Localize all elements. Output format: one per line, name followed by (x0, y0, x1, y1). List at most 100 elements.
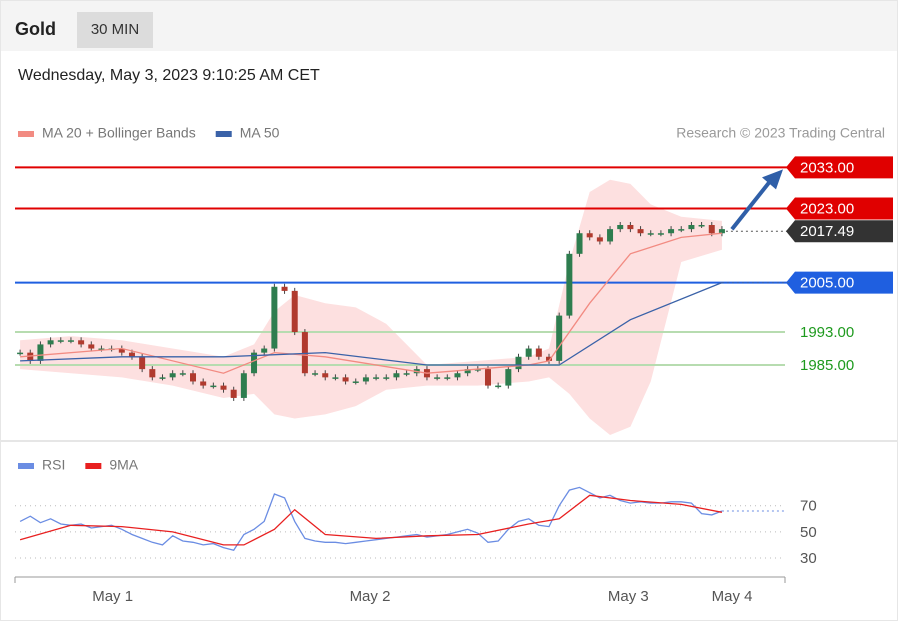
candle (322, 373, 329, 378)
series-line (20, 232, 722, 374)
candle (291, 290, 298, 333)
credit: Research © 2023 Trading Central (676, 125, 885, 141)
candle (617, 225, 624, 230)
legend-swatch (215, 131, 232, 137)
legend-label: MA 50 (240, 125, 280, 141)
candle (301, 332, 308, 374)
candle (200, 381, 207, 386)
series-line (19, 494, 723, 546)
candle (27, 352, 34, 361)
candle (37, 344, 44, 361)
candle (67, 340, 74, 342)
candle (495, 385, 502, 388)
candle (47, 340, 54, 345)
candle (230, 389, 237, 398)
level-label: 2033.00 (800, 159, 854, 176)
candle (139, 356, 146, 370)
candle (708, 225, 715, 234)
candle (240, 373, 247, 398)
candle (698, 225, 705, 227)
current-price-label: 2017.49 (800, 223, 854, 240)
candle (627, 225, 634, 230)
level-tag (786, 197, 893, 220)
level-tag (786, 156, 893, 179)
candle (535, 348, 542, 357)
candle (586, 233, 593, 238)
legend-label: MA 20 + Bollinger Bands (42, 125, 196, 141)
y-tick-label: 70 (800, 498, 817, 515)
x-tick-label: May 3 (608, 588, 649, 605)
candle (281, 286, 288, 291)
interval-button[interactable] (77, 12, 153, 48)
candle (352, 381, 359, 383)
level-label: 2023.00 (800, 200, 854, 217)
candle (373, 377, 380, 379)
candle (393, 373, 400, 378)
candle (342, 377, 349, 382)
current-price-tag (786, 220, 893, 243)
candle (525, 348, 532, 357)
candle (546, 356, 553, 361)
candle (190, 373, 197, 382)
candle (444, 377, 451, 379)
plot: 2033.00 2023.00 2005.00 1993.00 1985.00 2017.… (15, 125, 893, 605)
interval-label[interactable]: 30 MIN (91, 21, 139, 38)
candle (484, 369, 491, 386)
legend-label: 9MA (109, 457, 138, 473)
legend-swatch (85, 463, 102, 469)
legend-label: RSI (42, 457, 65, 473)
candle (220, 385, 227, 390)
level-tag (786, 271, 893, 294)
candle (647, 233, 654, 235)
card (0, 0, 898, 621)
y-tick-label: 50 (800, 524, 817, 541)
candle (383, 377, 390, 379)
candle (118, 348, 125, 353)
candle (210, 385, 217, 388)
candle (657, 233, 664, 235)
candle (637, 229, 644, 234)
candle (149, 369, 156, 378)
candle (678, 229, 685, 231)
candle (98, 348, 105, 351)
candle (576, 233, 583, 254)
x-tick-label: May 1 (92, 588, 133, 605)
candle (78, 340, 85, 345)
legend-swatch (18, 131, 34, 137)
candle (596, 237, 603, 242)
forecast-arrow (730, 180, 772, 231)
level-label: 1985.00 (800, 357, 854, 374)
candle (505, 369, 512, 386)
candle (434, 377, 441, 379)
candle (169, 373, 176, 378)
candle (474, 369, 481, 371)
candle (464, 369, 471, 374)
candle (566, 253, 573, 316)
candle (556, 315, 563, 361)
timestamp: Wednesday, May 3, 2023 9:10:25 AM CET (18, 67, 320, 84)
candle (312, 373, 319, 375)
candle (179, 373, 186, 375)
y-tick-label: 30 (800, 550, 817, 567)
candle (332, 377, 339, 379)
candle (17, 352, 24, 355)
candle (261, 348, 268, 353)
candle (88, 344, 95, 349)
candle (515, 356, 522, 370)
candle (718, 229, 725, 234)
bollinger-band (20, 179, 722, 435)
level-label: 2005.00 (800, 275, 854, 292)
candle (271, 286, 278, 349)
forecast-arrowhead (762, 169, 783, 190)
candle (688, 225, 695, 230)
candle (57, 340, 64, 342)
series-line (20, 281, 723, 366)
candle (159, 377, 166, 379)
candle (251, 352, 258, 374)
candle (362, 377, 369, 382)
candle (454, 373, 461, 378)
x-tick-label: May 4 (712, 588, 753, 605)
level-label: 1993.00 (800, 324, 854, 341)
candle (607, 229, 614, 242)
